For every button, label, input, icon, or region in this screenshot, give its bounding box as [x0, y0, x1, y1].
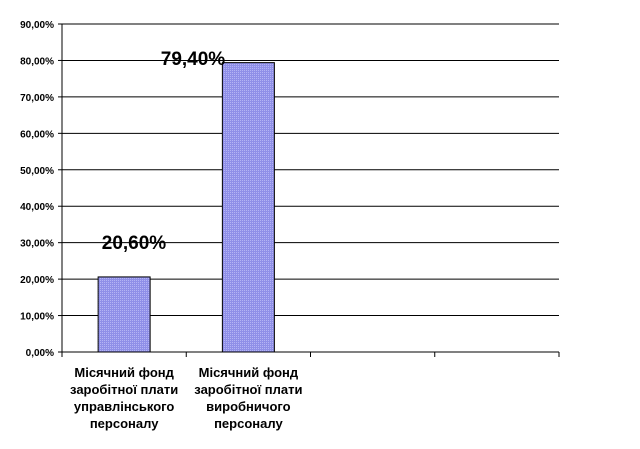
x-category-label: заробітної плати — [70, 382, 178, 397]
y-tick-label: 40,00% — [20, 202, 54, 213]
bar — [97, 276, 151, 353]
x-category-label: Місячний фонд — [74, 365, 174, 380]
y-tick-label: 90,00% — [20, 20, 54, 31]
x-category-label: управлінського — [74, 399, 175, 414]
data-label: 79,40% — [161, 49, 226, 70]
x-category-label: заробітної плати — [194, 382, 302, 397]
y-tick-label: 0,00% — [26, 348, 54, 359]
y-tick-label: 10,00% — [20, 312, 54, 323]
y-tick-label: 70,00% — [20, 93, 54, 104]
y-tick-label: 80,00% — [20, 56, 54, 67]
x-category-label: виробничого — [206, 399, 290, 414]
bar — [221, 62, 275, 353]
x-category-label: Місячний фонд — [199, 365, 299, 380]
y-tick-label: 50,00% — [20, 166, 54, 177]
x-category-label: персоналу — [214, 416, 283, 431]
y-tick-label: 60,00% — [20, 129, 54, 140]
y-tick-label: 20,00% — [20, 275, 54, 286]
y-tick-label: 30,00% — [20, 239, 54, 250]
data-label: 20,60% — [102, 233, 167, 254]
x-category-label: персоналу — [90, 416, 159, 431]
